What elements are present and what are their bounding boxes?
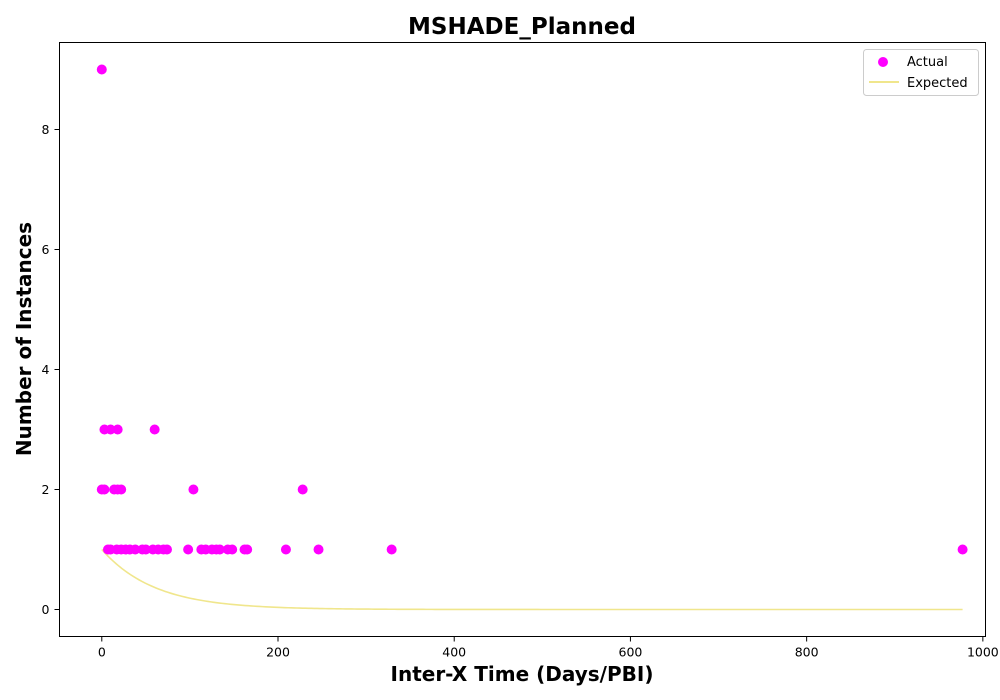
actual-point (386, 544, 397, 555)
chart-title: MSHADE_Planned (408, 14, 636, 40)
actual-point (99, 484, 110, 495)
x-tick-label: 800 (795, 645, 819, 660)
y-tick-label: 4 (42, 362, 50, 377)
actual-point (227, 544, 238, 555)
actual-point (183, 544, 194, 555)
x-tick-label: 0 (98, 645, 106, 660)
actual-point (297, 484, 308, 495)
actual-point (149, 424, 160, 435)
x-tick-label: 400 (442, 645, 466, 660)
actual-point (280, 544, 291, 555)
actual-point (140, 544, 151, 555)
legend-actual-label: Actual (907, 55, 948, 70)
y-tick-label: 8 (42, 122, 50, 137)
x-axis-label: Inter-X Time (Days/PBI) (391, 662, 654, 686)
actual-point (188, 484, 199, 495)
x-tick-label: 1000 (967, 645, 999, 660)
actual-point (242, 544, 253, 555)
actual-point (112, 424, 123, 435)
legend-actual-marker (878, 57, 888, 67)
y-tick-label: 6 (42, 242, 50, 257)
y-tick-label: 0 (42, 602, 50, 617)
actual-point (96, 64, 107, 75)
legend-expected-label: Expected (907, 76, 968, 91)
y-tick-label: 2 (42, 482, 50, 497)
expected-curve (101, 548, 963, 611)
actual-point (130, 544, 141, 555)
actual-point (214, 544, 225, 555)
legend: Actual Expected (863, 49, 979, 96)
actual-point (313, 544, 324, 555)
x-tick-label: 600 (619, 645, 643, 660)
expected-series-layer (101, 548, 963, 611)
actual-point (116, 484, 127, 495)
actual-series-layer (96, 64, 968, 555)
plot-area-frame (59, 42, 986, 637)
legend-box (863, 49, 979, 96)
y-axis-label: Number of Instances (12, 222, 36, 456)
actual-point (105, 424, 116, 435)
axes-layer: 0 200 400 600 800 1000 0 2 4 6 8 (42, 122, 999, 660)
actual-point (957, 544, 968, 555)
actual-point (161, 544, 172, 555)
x-tick-label: 200 (266, 645, 290, 660)
